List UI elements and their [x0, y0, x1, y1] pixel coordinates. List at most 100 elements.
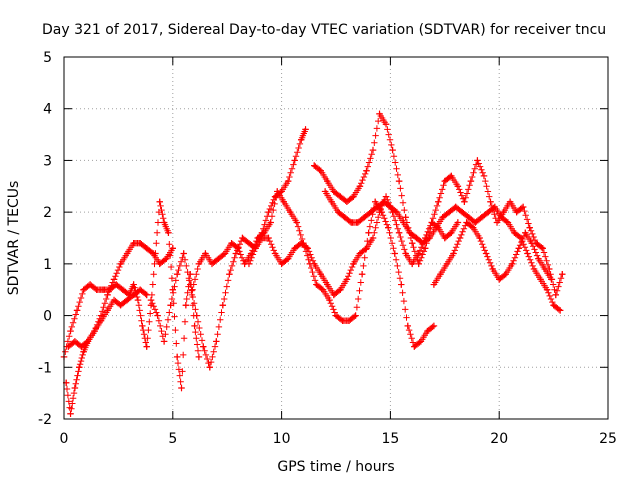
data-point	[437, 271, 444, 278]
data-point	[206, 364, 213, 371]
data-point	[395, 177, 403, 185]
data-point	[123, 296, 131, 304]
data-point	[143, 291, 150, 299]
data-point	[110, 296, 118, 304]
data-point	[363, 245, 370, 252]
data-point	[385, 224, 392, 231]
data-point	[519, 203, 527, 211]
data-point	[271, 193, 279, 200]
series-track-i	[430, 219, 555, 288]
data-point	[352, 312, 359, 319]
data-point	[71, 338, 79, 345]
data-point	[228, 239, 235, 247]
data-point	[80, 348, 87, 355]
data-point	[406, 229, 414, 237]
data-point	[330, 188, 338, 195]
data-point	[195, 260, 203, 268]
data-point	[267, 219, 274, 226]
data-point	[548, 276, 555, 283]
data-point	[411, 343, 418, 350]
data-point	[478, 214, 485, 221]
data-point	[78, 343, 85, 350]
data-point	[395, 229, 403, 237]
data-point	[380, 198, 388, 205]
data-point	[76, 364, 83, 371]
data-point	[173, 271, 181, 278]
data-point	[374, 203, 381, 211]
data-point	[474, 157, 481, 164]
data-point	[417, 338, 425, 345]
y-tick-label: 4	[43, 102, 52, 118]
data-point	[278, 260, 285, 268]
data-point	[400, 219, 407, 226]
data-point	[67, 327, 74, 335]
data-point	[136, 286, 144, 293]
data-points	[60, 110, 566, 418]
data-point	[65, 343, 72, 350]
data-point	[345, 317, 353, 324]
data-point	[324, 177, 331, 185]
data-point	[463, 219, 470, 226]
data-point	[328, 198, 335, 205]
data-point	[430, 322, 438, 330]
data-point	[313, 281, 320, 288]
data-point	[337, 286, 344, 293]
data-point	[502, 271, 509, 278]
data-point	[348, 219, 355, 226]
y-tick-label: 2	[43, 205, 52, 221]
data-point	[515, 245, 522, 252]
series-track-g	[311, 110, 566, 299]
data-point	[93, 286, 100, 293]
data-point	[284, 177, 292, 185]
y-axis-label: SDTVAR / TECUs	[6, 181, 22, 296]
data-point	[193, 312, 200, 319]
data-point	[454, 183, 462, 190]
data-point	[280, 198, 287, 205]
data-point	[67, 410, 74, 418]
data-point	[389, 146, 396, 154]
data-point	[343, 198, 351, 205]
data-point	[454, 219, 462, 226]
data-point	[402, 214, 409, 221]
x-tick-label: 25	[599, 431, 617, 447]
data-point	[358, 271, 366, 278]
data-point	[130, 291, 137, 299]
data-marks	[245, 193, 462, 299]
data-point	[350, 193, 357, 200]
axis-ticks: 0 5 10 15 20 25 -2 -1 0 1 2 3 4 5	[38, 50, 617, 447]
data-point	[219, 302, 227, 309]
x-tick-label: 15	[381, 431, 399, 447]
data-point	[326, 296, 333, 304]
data-point	[393, 208, 401, 216]
data-point	[291, 157, 298, 164]
data-point	[382, 193, 390, 200]
data-point	[291, 245, 298, 252]
data-point	[435, 198, 442, 205]
data-point	[180, 250, 187, 257]
data-point	[221, 250, 229, 257]
data-point	[258, 234, 266, 242]
data-point	[550, 302, 557, 309]
data-point	[339, 317, 346, 324]
data-point	[311, 162, 318, 169]
data-point	[117, 260, 124, 268]
data-point	[215, 255, 222, 262]
data-point	[341, 214, 348, 221]
y-tick-label: 0	[43, 309, 52, 325]
data-point	[245, 260, 253, 268]
data-point	[317, 167, 324, 174]
data-point	[99, 286, 107, 293]
data-point	[293, 219, 301, 226]
data-point	[489, 265, 496, 273]
data-point	[167, 302, 174, 309]
data-point	[173, 353, 181, 361]
data-point	[448, 229, 455, 237]
data-point	[297, 136, 305, 143]
data-point	[334, 208, 342, 216]
x-tick-label: 10	[273, 431, 291, 447]
data-point	[239, 234, 246, 242]
data-point	[252, 245, 259, 252]
data-point	[163, 255, 170, 262]
data-point	[160, 338, 168, 345]
